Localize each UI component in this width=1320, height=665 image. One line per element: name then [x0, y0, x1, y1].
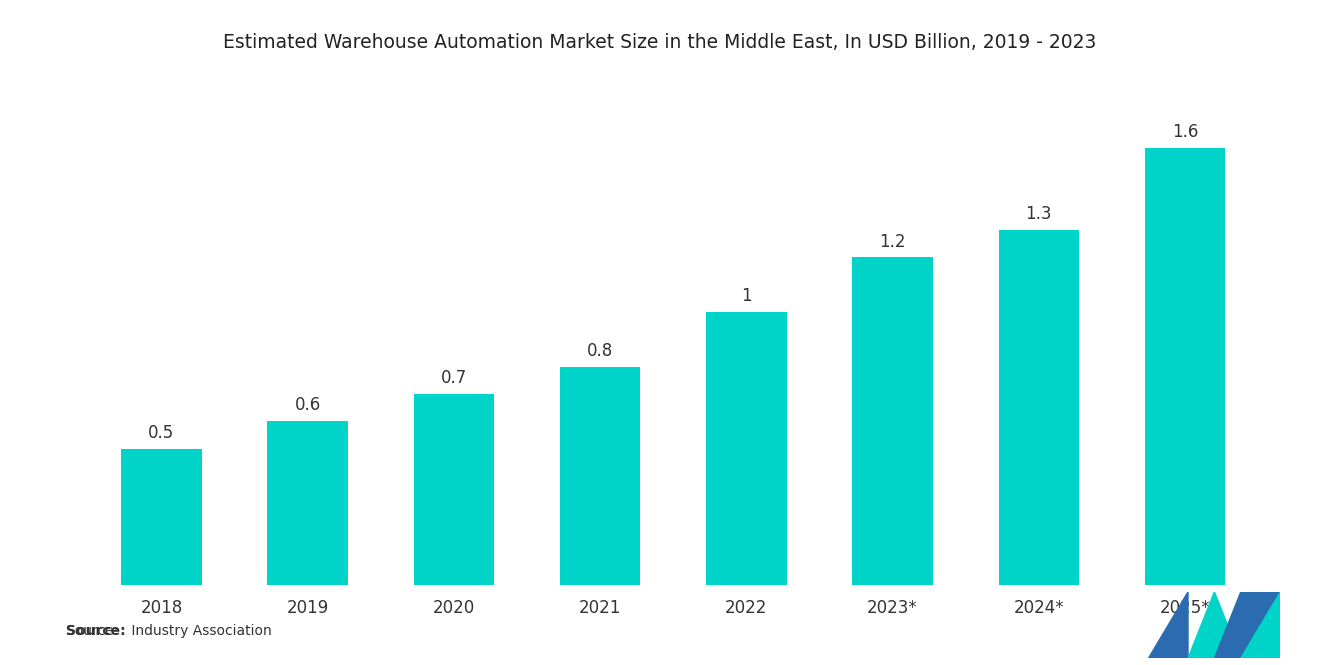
Text: 1.2: 1.2	[879, 233, 906, 251]
Bar	[121, 449, 202, 585]
Text: 1: 1	[741, 287, 751, 305]
Text: 0.6: 0.6	[294, 396, 321, 414]
Text: 1.3: 1.3	[1026, 205, 1052, 223]
Text: 0.7: 0.7	[441, 369, 467, 387]
Polygon shape	[1214, 592, 1280, 658]
Polygon shape	[1148, 592, 1188, 658]
Bar	[706, 312, 787, 585]
Text: Source:: Source:	[66, 624, 125, 638]
Polygon shape	[1241, 592, 1280, 658]
Bar	[268, 422, 348, 585]
Bar	[560, 366, 640, 585]
Text: 0.8: 0.8	[587, 342, 614, 360]
Polygon shape	[1188, 592, 1241, 658]
Text: Source:   Industry Association: Source: Industry Association	[66, 624, 272, 638]
Bar	[413, 394, 494, 585]
Bar	[853, 257, 933, 585]
Bar	[1144, 148, 1225, 585]
Bar	[998, 230, 1078, 585]
Text: 0.5: 0.5	[148, 424, 174, 442]
Text: 1.6: 1.6	[1172, 123, 1199, 141]
Text: Estimated Warehouse Automation Market Size in the Middle East, In USD Billion, 2: Estimated Warehouse Automation Market Si…	[223, 33, 1097, 53]
